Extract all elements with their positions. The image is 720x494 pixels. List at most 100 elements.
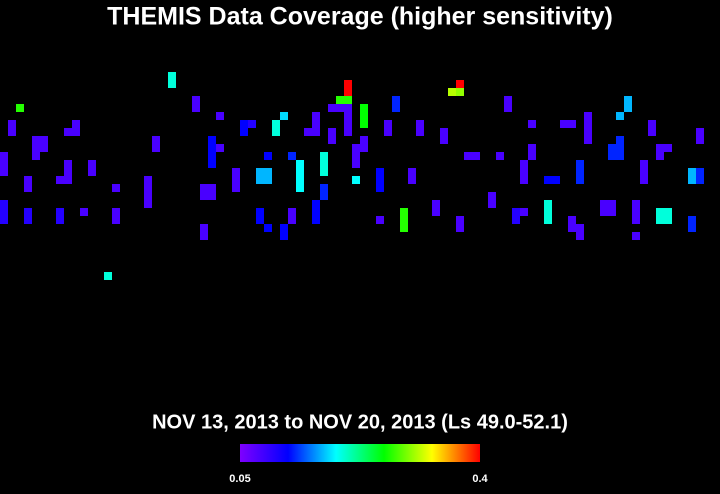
coverage-cell bbox=[72, 128, 80, 136]
coverage-cell bbox=[400, 224, 408, 232]
coverage-cell bbox=[664, 144, 672, 152]
coverage-cell bbox=[376, 216, 384, 224]
colorbar bbox=[240, 444, 480, 462]
coverage-cell bbox=[144, 176, 152, 184]
coverage-cell bbox=[232, 168, 240, 176]
coverage-cell bbox=[256, 216, 264, 224]
coverage-cell bbox=[576, 176, 584, 184]
coverage-cell bbox=[640, 168, 648, 176]
coverage-cell bbox=[616, 112, 624, 120]
coverage-cell bbox=[656, 144, 664, 152]
coverage-cell bbox=[496, 152, 504, 160]
coverage-cell bbox=[112, 216, 120, 224]
coverage-cell bbox=[656, 216, 664, 224]
coverage-cell bbox=[208, 184, 216, 192]
coverage-cell bbox=[16, 104, 24, 112]
coverage-cell bbox=[520, 208, 528, 216]
coverage-cell bbox=[664, 208, 672, 216]
coverage-cell bbox=[8, 128, 16, 136]
coverage-cell bbox=[624, 104, 632, 112]
coverage-cell bbox=[616, 144, 624, 152]
coverage-cell bbox=[200, 224, 208, 232]
coverage-cell bbox=[248, 120, 256, 128]
coverage-cell bbox=[304, 128, 312, 136]
coverage-cell bbox=[488, 192, 496, 200]
coverage-cell bbox=[320, 152, 328, 160]
coverage-cell bbox=[448, 88, 456, 96]
coverage-cell bbox=[376, 184, 384, 192]
coverage-cell bbox=[208, 136, 216, 144]
coverage-cell bbox=[544, 216, 552, 224]
coverage-cell bbox=[600, 208, 608, 216]
coverage-cell bbox=[432, 208, 440, 216]
coverage-cell bbox=[632, 200, 640, 208]
coverage-cell bbox=[256, 176, 264, 184]
coverage-cell bbox=[352, 144, 360, 152]
coverage-cell bbox=[488, 200, 496, 208]
coverage-cell bbox=[360, 120, 368, 128]
coverage-cell bbox=[456, 80, 464, 88]
colorbar-tick-label: 0.05 bbox=[229, 473, 250, 485]
coverage-cell bbox=[552, 176, 560, 184]
coverage-cell bbox=[600, 200, 608, 208]
coverage-cell bbox=[584, 128, 592, 136]
coverage-cell bbox=[152, 144, 160, 152]
coverage-cell bbox=[608, 208, 616, 216]
coverage-cell bbox=[344, 128, 352, 136]
coverage-cell bbox=[200, 232, 208, 240]
coverage-cell bbox=[512, 216, 520, 224]
coverage-cell bbox=[312, 128, 320, 136]
coverage-cell bbox=[0, 200, 8, 208]
coverage-cell bbox=[64, 168, 72, 176]
colorbar-tick-label: 0.4 bbox=[472, 473, 488, 485]
coverage-cell bbox=[464, 152, 472, 160]
coverage-cell bbox=[408, 176, 416, 184]
coverage-cell bbox=[584, 120, 592, 128]
coverage-cell bbox=[608, 200, 616, 208]
coverage-cell bbox=[360, 136, 368, 144]
coverage-cell bbox=[504, 96, 512, 104]
coverage-cell bbox=[376, 168, 384, 176]
coverage-cell bbox=[648, 120, 656, 128]
coverage-cell bbox=[192, 96, 200, 104]
coverage-cell bbox=[576, 232, 584, 240]
coverage-cell bbox=[632, 216, 640, 224]
coverage-cell bbox=[264, 176, 272, 184]
coverage-cell bbox=[584, 112, 592, 120]
coverage-cell bbox=[232, 184, 240, 192]
coverage-cell bbox=[624, 96, 632, 104]
coverage-cell bbox=[688, 176, 696, 184]
coverage-cell bbox=[344, 112, 352, 120]
coverage-cell bbox=[288, 208, 296, 216]
coverage-cell bbox=[688, 216, 696, 224]
coverage-cell bbox=[544, 176, 552, 184]
coverage-cell bbox=[112, 208, 120, 216]
coverage-cell bbox=[24, 208, 32, 216]
coverage-cell bbox=[616, 136, 624, 144]
coverage-cell bbox=[632, 232, 640, 240]
coverage-cell bbox=[288, 152, 296, 160]
coverage-cell bbox=[272, 128, 280, 136]
coverage-cell bbox=[208, 144, 216, 152]
coverage-cell bbox=[352, 152, 360, 160]
coverage-cell bbox=[560, 120, 568, 128]
coverage-cell bbox=[88, 160, 96, 168]
chart-subtitle: NOV 13, 2013 to NOV 20, 2013 (Ls 49.0-52… bbox=[152, 411, 568, 433]
coverage-cell bbox=[208, 192, 216, 200]
coverage-cell bbox=[56, 208, 64, 216]
coverage-cell bbox=[280, 232, 288, 240]
coverage-cell bbox=[576, 168, 584, 176]
coverage-cell bbox=[0, 208, 8, 216]
coverage-cell bbox=[192, 104, 200, 112]
coverage-cell bbox=[608, 144, 616, 152]
coverage-cell bbox=[32, 144, 40, 152]
coverage-cell bbox=[544, 200, 552, 208]
coverage-cell bbox=[152, 136, 160, 144]
coverage-cell bbox=[0, 168, 8, 176]
coverage-cell bbox=[504, 104, 512, 112]
coverage-cell bbox=[64, 128, 72, 136]
coverage-cell bbox=[584, 136, 592, 144]
coverage-cell bbox=[328, 104, 336, 112]
